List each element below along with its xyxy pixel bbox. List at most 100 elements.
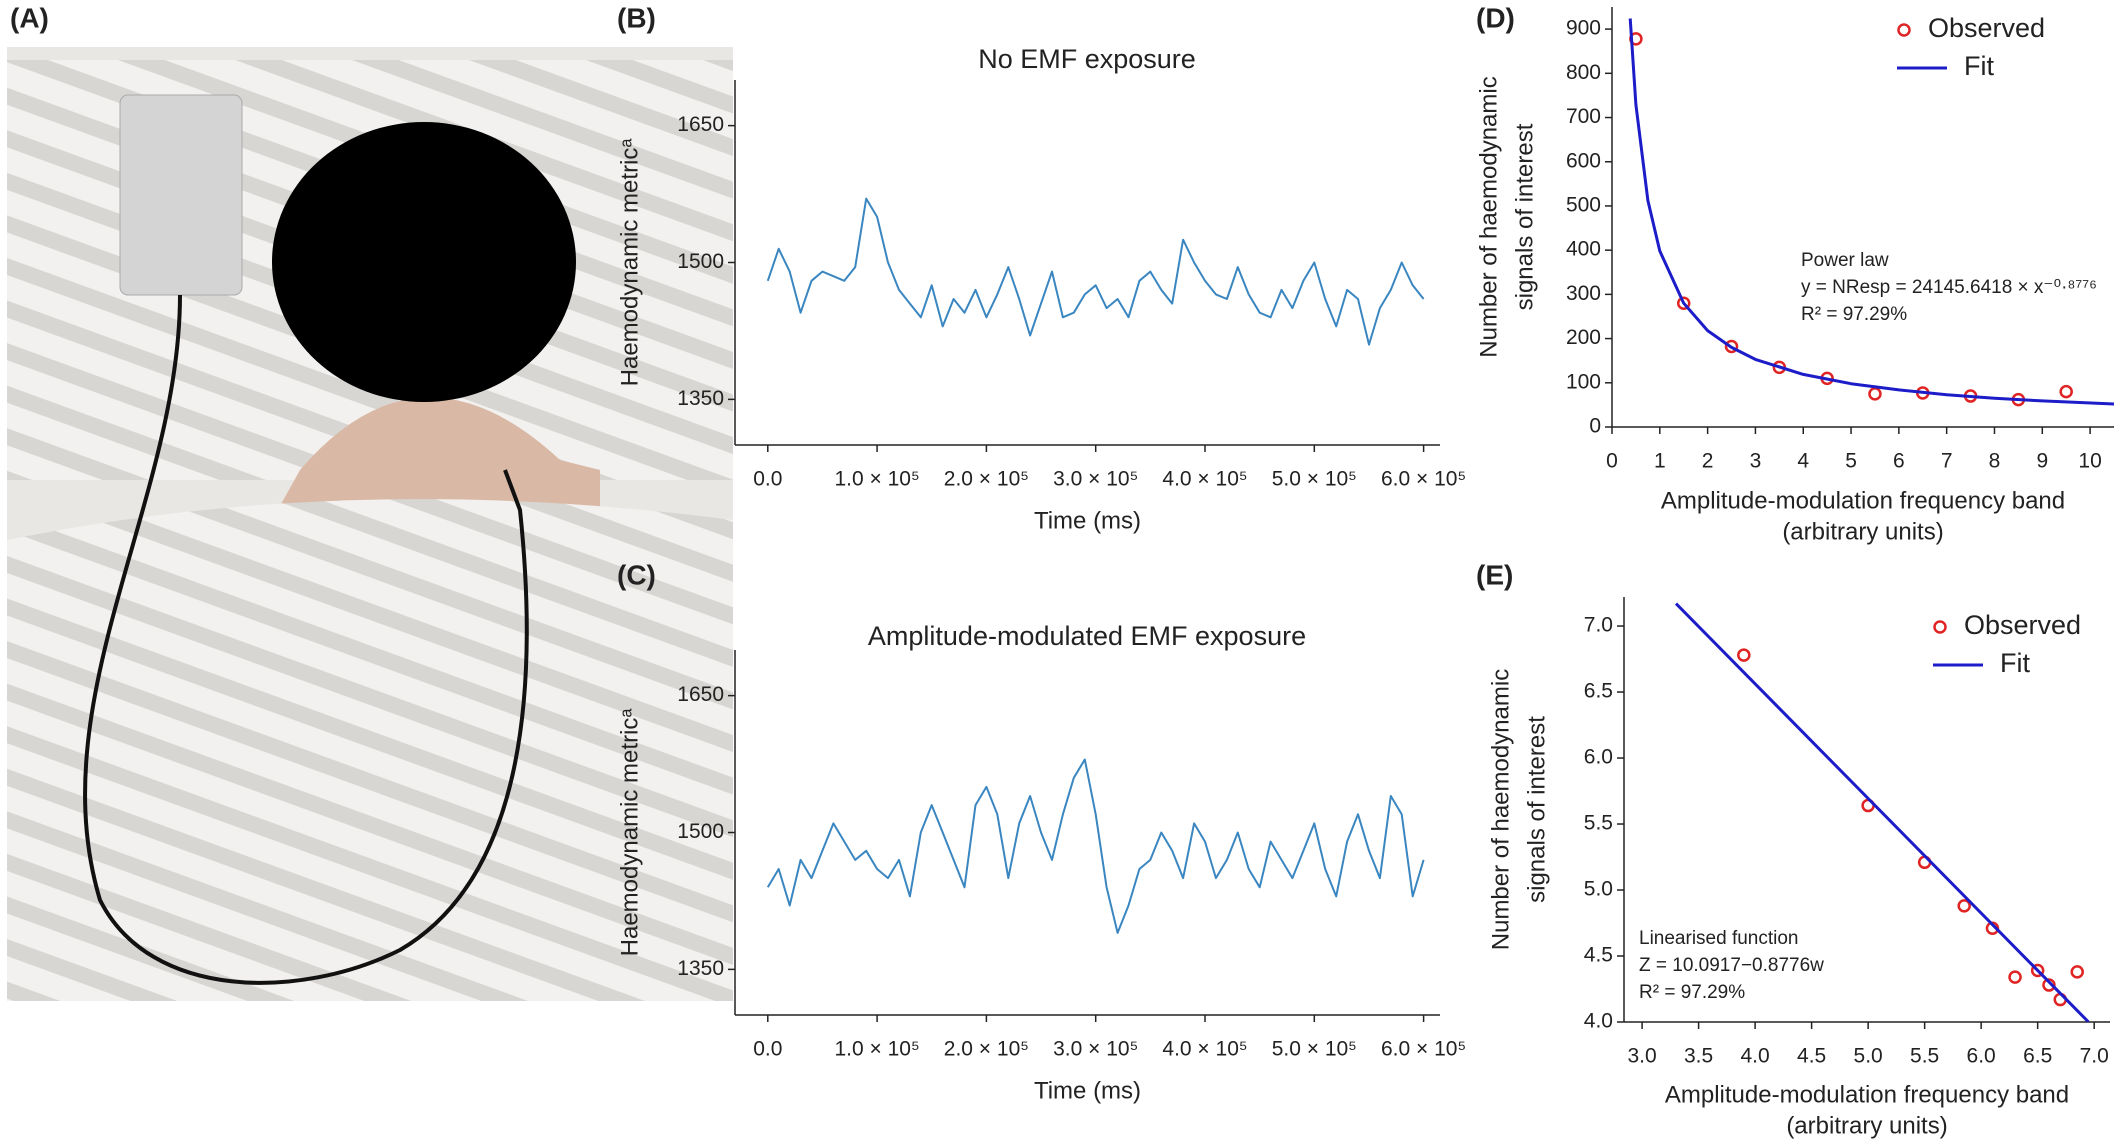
y-tick-label: 0 bbox=[1589, 415, 1601, 438]
sheet bbox=[7, 499, 733, 1001]
data-point bbox=[2008, 970, 2022, 984]
y-tick-label: 7.0 bbox=[1584, 614, 1613, 637]
y-tick-label: 5.0 bbox=[1584, 878, 1613, 901]
data-point bbox=[2030, 963, 2045, 978]
panel-label: (D) bbox=[1476, 2, 1515, 33]
chart-title: No EMF exposure bbox=[978, 44, 1196, 74]
legend-label: Observed bbox=[1928, 13, 2045, 43]
x-tick-label: 9 bbox=[2036, 450, 2048, 473]
legend-swatch bbox=[1897, 23, 1911, 37]
data-point bbox=[2042, 978, 2056, 992]
x-tick-label: 6.0 bbox=[1967, 1045, 1996, 1068]
y-tick-label: 1650 bbox=[677, 683, 724, 706]
y-tick-label: 1500 bbox=[677, 820, 724, 843]
x-tick-label: 4.0 bbox=[1741, 1045, 1770, 1068]
data-line bbox=[766, 758, 1425, 934]
y-tick-label: 300 bbox=[1566, 282, 1601, 305]
x-tick-label: 5.0 × 10⁵ bbox=[1272, 1038, 1357, 1061]
x-tick-label: 0 bbox=[1606, 450, 1618, 473]
x-tick-label: 8 bbox=[1989, 450, 2001, 473]
chart-title: Amplitude-modulated EMF exposure bbox=[868, 621, 1306, 651]
y-tick-label: 1350 bbox=[677, 387, 724, 410]
data-point bbox=[2059, 384, 2073, 399]
x-tick-label: 0.0 bbox=[753, 468, 782, 491]
x-tick-label: 5 bbox=[1845, 450, 1857, 473]
y-axis-label: signals of interest bbox=[1523, 716, 1550, 903]
x-tick-label: 6 bbox=[1893, 450, 1905, 473]
y-tick-label: 700 bbox=[1566, 105, 1601, 128]
legend-label: Observed bbox=[1964, 610, 2081, 640]
y-tick-label: 5.5 bbox=[1584, 812, 1613, 835]
y-tick-label: 800 bbox=[1566, 61, 1601, 84]
y-axis-label: Number of haemodynamic bbox=[1475, 76, 1502, 357]
legend-swatch bbox=[1933, 620, 1947, 634]
y-tick-label: 4.0 bbox=[1584, 1010, 1613, 1033]
panel-label: (E) bbox=[1476, 559, 1513, 590]
x-tick-label: 7 bbox=[1941, 450, 1953, 473]
panel-label: (A) bbox=[10, 2, 49, 33]
data-line bbox=[1674, 602, 2090, 1022]
device bbox=[119, 94, 243, 296]
panel-label: (B) bbox=[617, 2, 656, 33]
x-tick-label: 3 bbox=[1750, 450, 1762, 473]
data-point bbox=[2070, 965, 2084, 979]
y-tick-label: 1650 bbox=[677, 113, 724, 136]
x-tick-label: 2.0 × 10⁵ bbox=[944, 468, 1029, 491]
data-point bbox=[1737, 648, 1751, 662]
x-tick-label: 5.5 bbox=[1910, 1045, 1939, 1068]
y-axis-label: signals of interest bbox=[1511, 123, 1538, 310]
x-axis-label: Amplitude-modulation frequency band bbox=[1661, 487, 2065, 514]
y-tick-label: 400 bbox=[1566, 238, 1601, 261]
x-tick-label: 2 bbox=[1702, 450, 1714, 473]
x-tick-label: 3.0 bbox=[1627, 1045, 1656, 1068]
x-tick-label: 4 bbox=[1797, 450, 1809, 473]
x-tick-label: 5.0 bbox=[1854, 1045, 1883, 1068]
y-tick-label: 6.5 bbox=[1584, 680, 1613, 703]
x-tick-label: 6.0 × 10⁵ bbox=[1381, 1038, 1466, 1061]
data-point bbox=[1676, 296, 1691, 310]
y-tick-label: 6.0 bbox=[1584, 746, 1613, 769]
x-tick-label: 1.0 × 10⁵ bbox=[834, 1038, 919, 1061]
x-tick-label: 0.0 bbox=[753, 1038, 782, 1061]
y-tick-label: 900 bbox=[1566, 17, 1601, 40]
x-tick-label: 3.0 × 10⁵ bbox=[1053, 1038, 1138, 1061]
data-point bbox=[1724, 339, 1739, 354]
y-tick-label: 4.5 bbox=[1584, 944, 1613, 967]
annotation: Z = 10.0917−0.8776w bbox=[1639, 955, 1824, 976]
panel-label: (C) bbox=[617, 559, 656, 590]
y-axis-label: Number of haemodynamic bbox=[1487, 669, 1514, 950]
x-tick-label: 4.5 bbox=[1797, 1045, 1826, 1068]
x-tick-label: 1.0 × 10⁵ bbox=[834, 468, 919, 491]
x-tick-label: 7.0 bbox=[2080, 1045, 2109, 1068]
annotation: Linearised function bbox=[1639, 928, 1799, 949]
y-tick-label: 100 bbox=[1566, 370, 1601, 393]
annotation: Power law bbox=[1801, 250, 1889, 271]
y-axis-label: Haemodynamic metricᵃ bbox=[616, 138, 643, 387]
x-axis-label: (arbitrary units) bbox=[1786, 1112, 1947, 1139]
data-point bbox=[1868, 387, 1882, 401]
legend-label: Fit bbox=[1964, 51, 1994, 81]
annotation: y = NResp = 24145.6418 × x⁻⁰·⁸⁷⁷⁶ bbox=[1801, 277, 2097, 298]
annotation: R² = 97.29% bbox=[1801, 304, 1907, 325]
x-tick-label: 5.0 × 10⁵ bbox=[1272, 468, 1357, 491]
x-tick-label: 4.0 × 10⁵ bbox=[1162, 1038, 1247, 1061]
data-line bbox=[766, 197, 1425, 346]
x-tick-label: 1 bbox=[1654, 450, 1666, 473]
y-tick-label: 600 bbox=[1566, 149, 1601, 172]
x-axis-label: Amplitude-modulation frequency band bbox=[1665, 1081, 2069, 1108]
x-axis-label: Time (ms) bbox=[1034, 507, 1141, 534]
y-tick-label: 200 bbox=[1566, 326, 1601, 349]
y-tick-label: 500 bbox=[1566, 193, 1601, 216]
x-axis-label: Time (ms) bbox=[1034, 1077, 1141, 1104]
y-tick-label: 1500 bbox=[677, 250, 724, 273]
x-axis-label: (arbitrary units) bbox=[1782, 518, 1943, 545]
data-line bbox=[1628, 18, 2114, 406]
x-tick-label: 10 bbox=[2078, 450, 2101, 473]
data-point bbox=[1957, 899, 1971, 913]
legend-label: Fit bbox=[2000, 648, 2030, 678]
x-tick-label: 6.5 bbox=[2023, 1045, 2052, 1068]
cable bbox=[83, 294, 529, 985]
x-tick-label: 3.0 × 10⁵ bbox=[1053, 468, 1138, 491]
y-axis-label: Haemodynamic metricᵃ bbox=[616, 708, 643, 957]
